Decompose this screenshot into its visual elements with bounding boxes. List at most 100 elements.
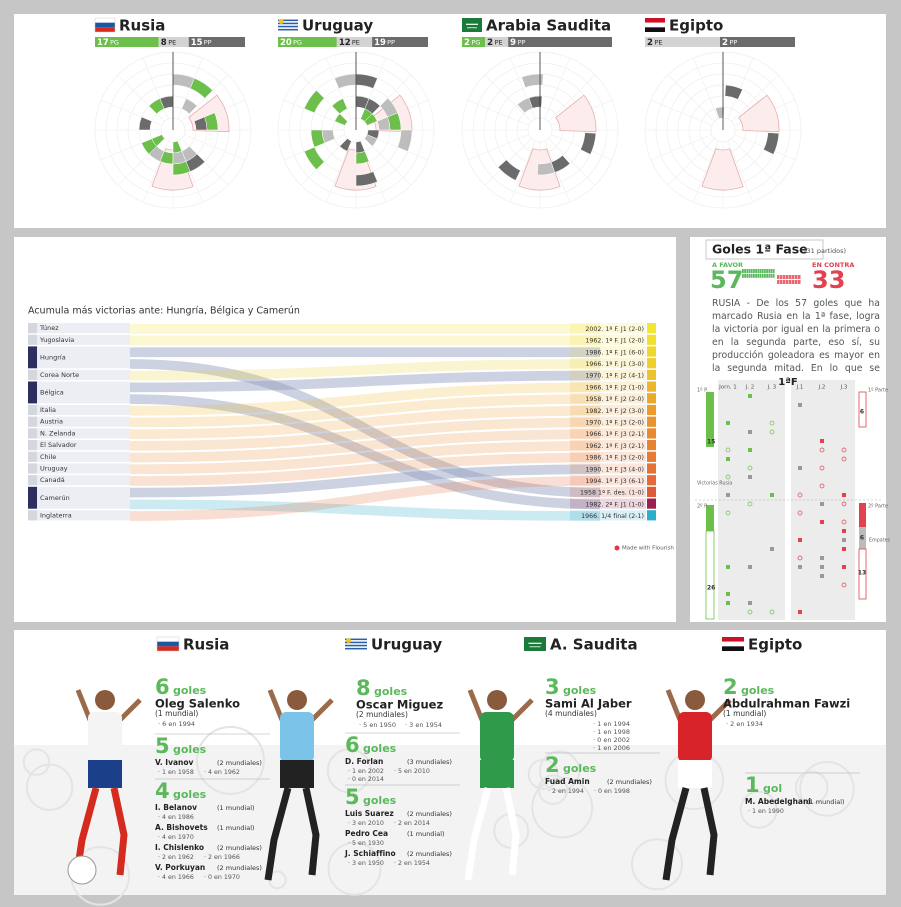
flag bbox=[95, 23, 115, 28]
goal-dot bbox=[764, 269, 766, 273]
goal-dot bbox=[768, 274, 770, 278]
goal-dot bbox=[789, 275, 792, 279]
goals-number: 5 bbox=[345, 785, 360, 809]
record-label: PG bbox=[110, 39, 119, 47]
goal-dot bbox=[744, 274, 746, 278]
player-shorts bbox=[480, 760, 514, 788]
decor-band bbox=[14, 745, 886, 895]
goal-dot bbox=[760, 274, 762, 278]
sankey-right-node bbox=[647, 440, 656, 450]
ball bbox=[68, 856, 96, 884]
goal-dot bbox=[786, 275, 789, 279]
sankey-left-label: Chile bbox=[40, 453, 56, 461]
player-detail: · 4 en 1970 bbox=[158, 834, 194, 841]
player-detail: · 4 en 1962 bbox=[204, 769, 240, 776]
record-label: PE bbox=[655, 39, 663, 47]
goal-dot bbox=[771, 269, 773, 273]
grid-column: J.3 bbox=[840, 385, 848, 391]
count: 6 bbox=[860, 409, 864, 416]
goal-dot bbox=[792, 275, 795, 279]
player-name: V. Porkuyan bbox=[155, 863, 205, 872]
sankey-left-label: Italia bbox=[40, 406, 56, 414]
grid-mark bbox=[726, 493, 730, 497]
grid-column: J.1 bbox=[796, 385, 804, 391]
sankey-right-label: 1970. 1ª F. J3 (2-0) bbox=[585, 419, 644, 426]
goal-dot bbox=[757, 269, 759, 273]
sankey-right-node bbox=[647, 475, 656, 485]
goals-number: 8 bbox=[356, 676, 371, 700]
goal-dot bbox=[744, 269, 746, 273]
player-detail: · 4 en 1966 bbox=[158, 874, 194, 881]
goals-unit: goles bbox=[563, 762, 597, 775]
sankey-right-node bbox=[647, 358, 656, 368]
goal-dot bbox=[751, 274, 753, 278]
goals-number: 6 bbox=[155, 675, 170, 699]
sankey-left-node bbox=[28, 510, 37, 520]
player-head bbox=[487, 690, 507, 710]
player-head bbox=[95, 690, 115, 710]
player-name: Fuad Amin bbox=[545, 777, 590, 786]
sankey-right-label: 1986. 1ª F. J1 (6-0) bbox=[585, 349, 644, 356]
goals-title: Goles 1ª Fase bbox=[712, 242, 808, 257]
sankey-left-node bbox=[28, 323, 37, 333]
player-detail: · 1 en 1990 bbox=[748, 808, 784, 815]
sankey-right-label: 2002. 1ª F. J1 (2-0) bbox=[585, 326, 644, 333]
grid-mark bbox=[748, 430, 752, 434]
player-detail: · 2 en 1994 bbox=[548, 788, 584, 795]
draws-label: Empates bbox=[869, 538, 891, 544]
goal-dot bbox=[766, 274, 768, 278]
grid-mark bbox=[798, 538, 802, 542]
record-value: 9 bbox=[510, 38, 516, 48]
goals-text: RUSIA - De los 57 goles que ha marcado R… bbox=[712, 297, 880, 375]
goal-dot bbox=[780, 280, 783, 284]
team-name: Arabia Saudita bbox=[486, 17, 611, 35]
count: 6 bbox=[860, 535, 864, 542]
goals-number: 3 bbox=[545, 675, 560, 699]
goals-number: 2 bbox=[723, 675, 738, 699]
team-name: Egipto bbox=[669, 17, 723, 35]
infographic: Rusia17PG8PE15PPUruguay20PG12PE19PPArabi… bbox=[0, 0, 901, 907]
sankey-right-label: 1958. 1ª F. J2 (2-0) bbox=[585, 396, 644, 403]
sankey-right-node bbox=[647, 405, 656, 415]
record-label: PG bbox=[472, 39, 481, 47]
grid-mark bbox=[820, 520, 824, 524]
sankey-right-label: 1966. 1ª F. J3 (2-1) bbox=[585, 431, 644, 438]
player-name: J. Schiaffino bbox=[344, 849, 396, 858]
sankey-left-node bbox=[28, 346, 37, 368]
flag bbox=[722, 646, 744, 651]
credit-dot bbox=[615, 546, 620, 551]
sankey-left-node bbox=[28, 370, 37, 380]
grid-mark bbox=[726, 565, 730, 569]
scorer-team: Rusia bbox=[183, 636, 229, 654]
player-head bbox=[685, 690, 705, 710]
goal-dot bbox=[777, 280, 780, 284]
goals-unit: goles bbox=[741, 684, 775, 697]
sankey-left-label: Uruguay bbox=[40, 465, 68, 473]
player-detail: · 0 en 1970 bbox=[204, 874, 240, 881]
goal-dot bbox=[798, 280, 801, 284]
goal-dot bbox=[749, 274, 751, 278]
goal-dot bbox=[783, 275, 786, 279]
sankey-right-label: 1966. 1ª F. J1 (3-0) bbox=[585, 361, 644, 368]
player-worlds: (1 mundial) bbox=[723, 709, 766, 718]
player-name: I. Chislenko bbox=[155, 843, 204, 852]
sankey-right-node bbox=[647, 499, 656, 509]
goals-unit: goles bbox=[563, 684, 597, 697]
goal-dot bbox=[742, 274, 744, 278]
grid-mark bbox=[820, 439, 824, 443]
player-detail: · 3 en 1950 bbox=[348, 860, 384, 867]
goal-dot bbox=[786, 280, 789, 284]
player-name: A. Bishovets bbox=[155, 823, 208, 832]
grid-mark bbox=[770, 493, 774, 497]
record-value: 15 bbox=[191, 38, 203, 48]
grid-phase: 1ªF bbox=[778, 377, 797, 388]
grid-mark bbox=[726, 601, 730, 605]
half-bar bbox=[859, 503, 866, 527]
flag bbox=[345, 648, 367, 650]
player-name: Luis Suarez bbox=[345, 809, 394, 818]
goals-unit: goles bbox=[363, 742, 397, 755]
flag bbox=[157, 642, 179, 647]
team-name: Rusia bbox=[119, 17, 165, 35]
player-name: V. Ivanov bbox=[155, 758, 194, 767]
goal-dot bbox=[746, 269, 748, 273]
